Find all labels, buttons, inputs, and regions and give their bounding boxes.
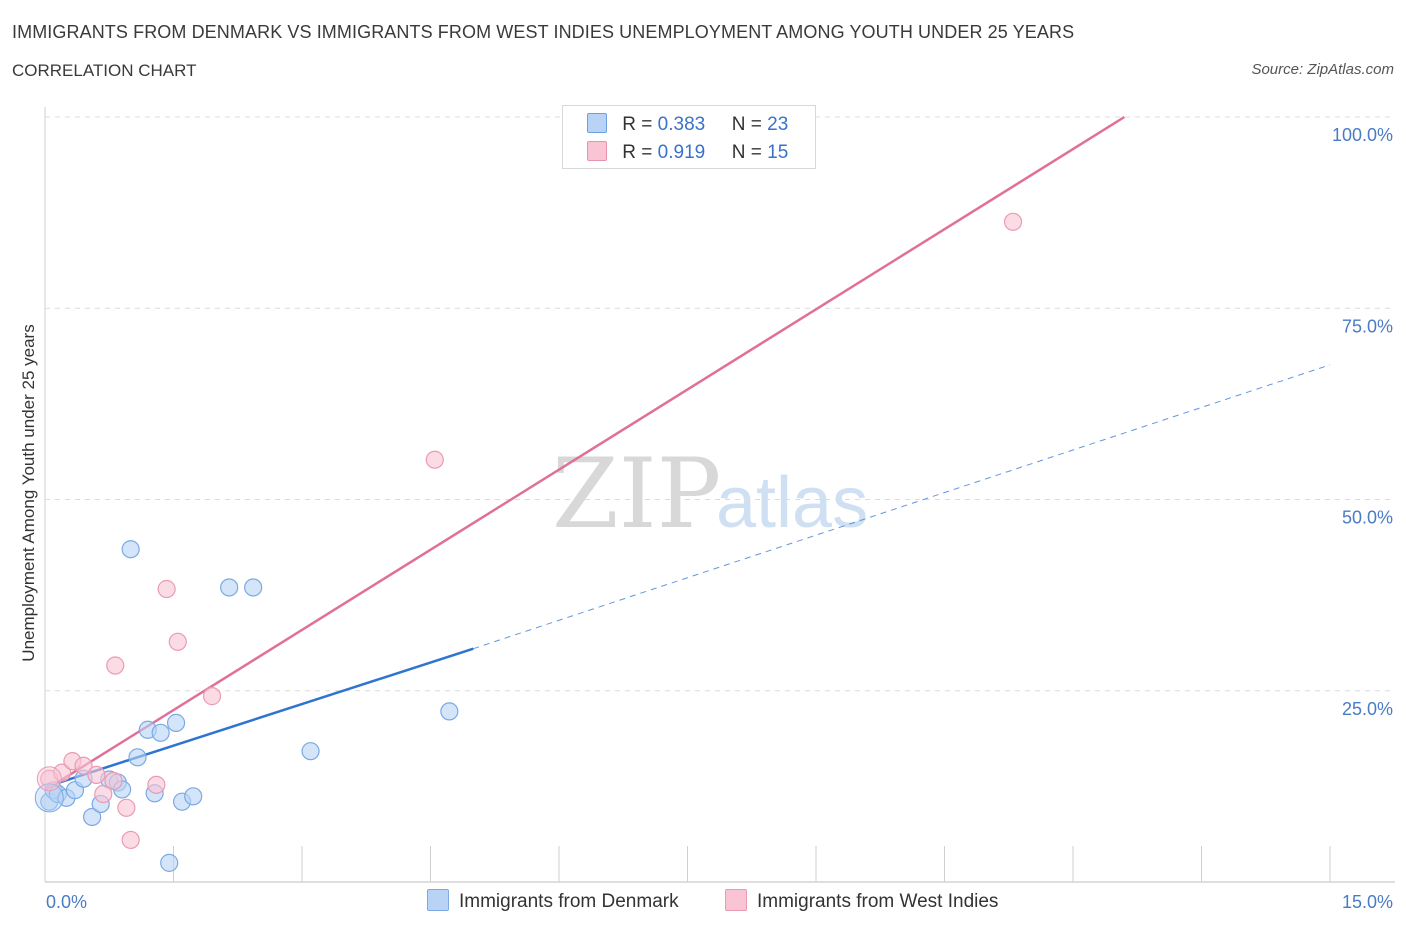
legend-n-label: N = <box>731 142 762 163</box>
point-west-indies <box>104 771 123 791</box>
data-points <box>34 212 1023 872</box>
chart-subtitle: CORRELATION CHART <box>12 61 197 80</box>
trend-lines <box>44 115 1331 792</box>
trend-line-west-indies <box>44 115 1126 792</box>
legend-n-label: N = <box>731 114 762 135</box>
point-denmark <box>244 578 263 597</box>
legend-row-denmark: R = 0.383 N = 23 <box>587 113 788 135</box>
point-west-indies <box>202 687 222 706</box>
y-axis-label: Unemployment Among Youth under 25 years <box>19 324 38 661</box>
watermark-zip: ZIP <box>552 438 721 550</box>
point-west-indies <box>425 450 444 469</box>
point-denmark <box>301 742 320 761</box>
legend-r-value-west-indies: 0.919 <box>657 142 706 163</box>
point-west-indies <box>117 798 136 817</box>
legend-r-label: R = <box>622 142 653 163</box>
legend-swatch-west-indies <box>587 141 607 161</box>
bottom-legend-west-indies[interactable]: Immigrants from West Indies <box>725 889 998 913</box>
point-denmark <box>220 578 239 597</box>
y-tick-labels: 25.0% 50.0% 75.0% 100.0% <box>1332 125 1393 719</box>
legend-n-value-denmark: 23 <box>767 114 789 135</box>
y-tick-label: 25.0% <box>1342 699 1393 719</box>
point-denmark <box>160 853 179 872</box>
bottom-legend-swatch-denmark <box>427 889 449 911</box>
y-tick-label: 50.0% <box>1342 508 1393 528</box>
legend-swatch-denmark <box>587 113 607 133</box>
trend-line-denmark-extension <box>473 364 1331 650</box>
trend-line-denmark <box>44 647 474 789</box>
axes <box>44 107 1395 883</box>
point-denmark <box>34 783 64 813</box>
point-denmark <box>121 540 140 559</box>
point-west-indies <box>157 579 176 599</box>
point-west-indies <box>168 632 187 651</box>
grid-lines <box>45 116 1395 692</box>
point-west-indies <box>94 784 113 804</box>
x-tick-labels: 0.0% 15.0% <box>46 892 1393 912</box>
x-tick-label: 0.0% <box>46 892 87 912</box>
point-west-indies <box>36 766 62 792</box>
point-denmark <box>166 713 186 732</box>
point-denmark <box>128 748 147 767</box>
legend-row-west-indies: R = 0.919 N = 15 <box>587 141 788 163</box>
point-denmark <box>151 723 170 742</box>
watermark: ZIP atlas <box>552 438 868 550</box>
point-denmark <box>440 702 459 721</box>
legend-r-value-denmark: 0.383 <box>657 114 706 135</box>
bottom-legend-swatch-west-indies <box>725 889 747 911</box>
correlation-legend: R = 0.383 N = 23 R = 0.919 N = 15 <box>562 105 816 169</box>
bottom-legend-denmark[interactable]: Immigrants from Denmark <box>427 889 679 913</box>
y-tick-label: 100.0% <box>1332 125 1393 145</box>
point-west-indies <box>87 765 106 785</box>
point-denmark <box>83 807 102 827</box>
bottom-legend-label-denmark: Immigrants from Denmark <box>459 891 679 912</box>
point-west-indies <box>1003 212 1023 231</box>
point-west-indies <box>147 775 166 794</box>
source-credit: Source: ZipAtlas.com <box>1251 61 1394 78</box>
point-west-indies <box>106 656 125 675</box>
point-west-indies <box>121 830 140 850</box>
chart-title: IMMIGRANTS FROM DENMARK VS IMMIGRANTS FR… <box>12 22 1075 42</box>
point-denmark <box>184 787 203 806</box>
y-tick-label: 75.0% <box>1342 316 1393 336</box>
x-tick-label: 15.0% <box>1342 892 1393 912</box>
point-west-indies <box>53 763 72 782</box>
legend-n-value-west-indies: 15 <box>767 142 789 163</box>
bottom-legend-label-west-indies: Immigrants from West Indies <box>757 891 999 912</box>
point-west-indies <box>74 756 93 775</box>
legend-r-label: R = <box>622 114 653 135</box>
watermark-atlas: atlas <box>716 463 868 543</box>
